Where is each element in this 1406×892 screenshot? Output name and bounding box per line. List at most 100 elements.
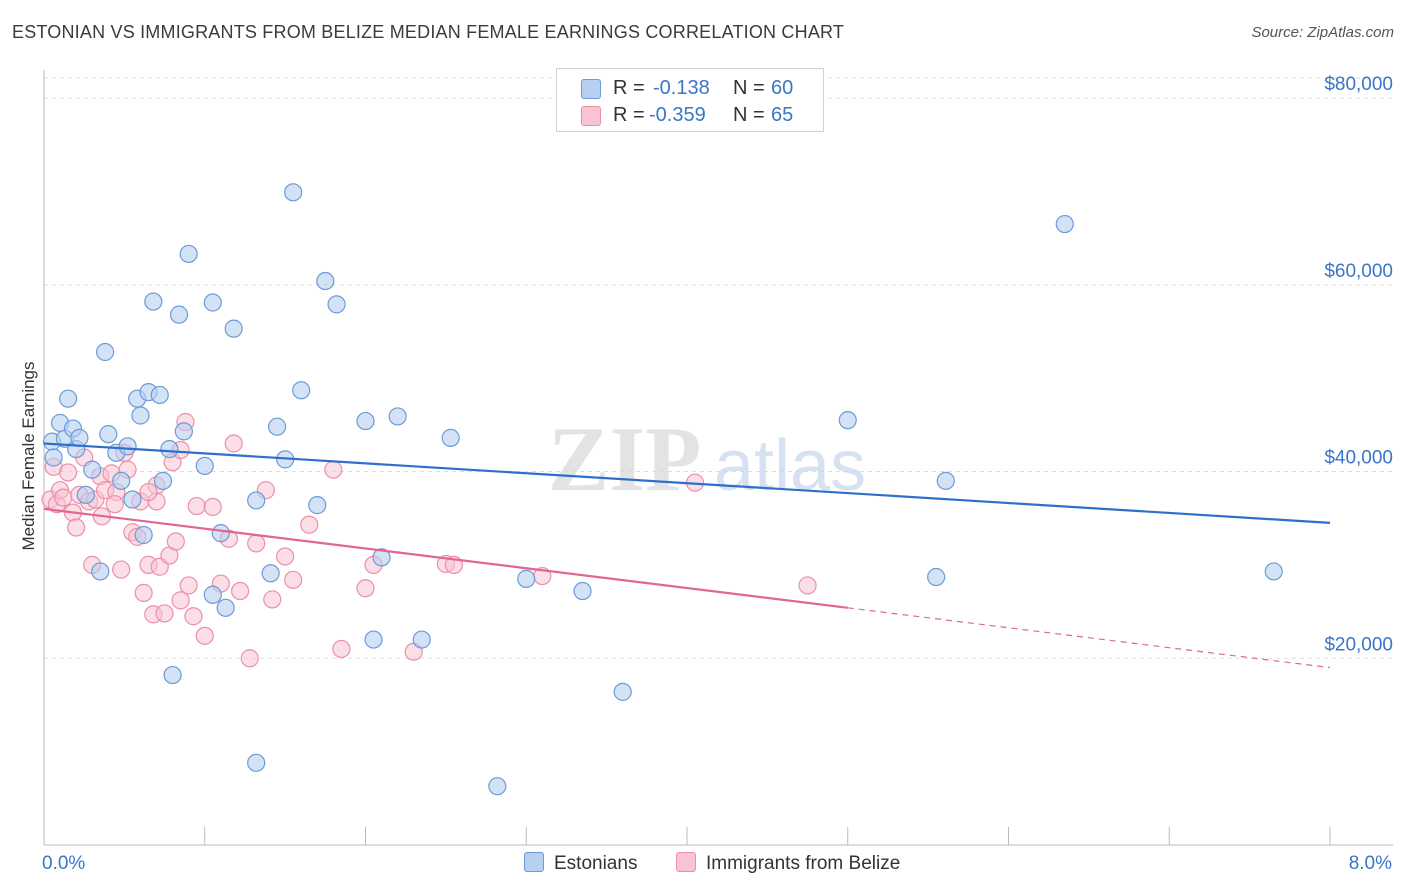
belize-point (247, 534, 266, 553)
legend-label-estonians: Estonians (554, 853, 638, 874)
legend-r-label: R = (613, 77, 645, 99)
legend-n-value: 60 (771, 77, 794, 99)
estonian-point (95, 342, 115, 362)
estonian-point (327, 295, 346, 314)
y-tick-label: $20,000 (1324, 634, 1393, 655)
y-tick-label: $60,000 (1324, 261, 1393, 282)
legend-r-value: -0.138 (653, 77, 710, 99)
belize-point (105, 495, 124, 514)
estonian-point (91, 562, 110, 581)
estonian-point (76, 485, 95, 504)
estonian-point (150, 385, 169, 405)
tick-labels: $20,000 $40,000 $60,000 $80,000 0.0% 8.0% (42, 74, 1393, 874)
legend-n-value: 65 (771, 104, 794, 126)
y-tick-label: $40,000 (1324, 448, 1393, 469)
estonian-point (179, 244, 198, 264)
estonian-point (284, 183, 303, 202)
estonian-point (134, 525, 153, 545)
estonian-point (224, 319, 243, 338)
legend-item-estonians[interactable]: Estonians (524, 852, 637, 875)
belize-point (166, 532, 185, 551)
estonian-point (441, 428, 460, 447)
belize-point (184, 607, 203, 626)
x-tick-label: 0.0% (42, 853, 85, 874)
estonian-point (613, 682, 632, 701)
estonian-point (247, 753, 266, 772)
axis-layer (43, 70, 1393, 846)
legend-n-label: N = (733, 104, 765, 126)
belize-point (139, 482, 158, 502)
legend-r-label: R = (613, 104, 645, 126)
belize-point (187, 496, 206, 516)
estonian-point (203, 585, 222, 604)
legend-item-belize[interactable]: Immigrants from Belize (676, 852, 900, 875)
estonian-trend-line (43, 442, 1331, 524)
estonian-point (936, 471, 955, 490)
belize-trend-line (43, 507, 848, 609)
estonian-point (308, 496, 327, 515)
chart-title: ESTONIAN VS IMMIGRANTS FROM BELIZE MEDIA… (12, 22, 845, 42)
estonian-point (99, 425, 118, 444)
estonian-point (261, 564, 280, 583)
watermark-atlas: atlas (714, 426, 866, 506)
estonian-point (195, 456, 214, 476)
belize-point (179, 576, 198, 595)
estonian-point (388, 407, 407, 426)
x-tick-label: 8.0% (1349, 853, 1392, 874)
legend-swatch-blue (581, 79, 601, 99)
estonian-point (216, 598, 235, 617)
belize-point (356, 579, 375, 598)
estonian-point (174, 422, 193, 441)
estonian-point (123, 490, 142, 509)
estonian-point (211, 524, 230, 543)
estonian-point (59, 389, 78, 408)
estonian-point (169, 305, 189, 324)
belize-trend-extension (847, 607, 1331, 669)
estonian-point (488, 777, 507, 796)
belize-point (224, 434, 243, 453)
belize-point (67, 518, 86, 537)
watermark: ZIP atlas (548, 408, 866, 510)
estonian-points (42, 183, 1283, 796)
estonian-point (412, 630, 431, 649)
estonian-point (1264, 562, 1283, 581)
belize-point (112, 560, 131, 579)
estonian-point (203, 293, 222, 312)
belize-point (134, 583, 153, 602)
estonian-point (131, 406, 150, 425)
estonian-point (267, 417, 287, 436)
estonian-point (44, 448, 63, 467)
estonian-point (153, 471, 173, 490)
estonian-point (372, 548, 391, 567)
legend-r-value: -0.359 (649, 104, 706, 126)
estonian-point (160, 439, 179, 459)
correlation-legend: R = -0.138 N = 60 R = -0.359 N = 65 (556, 68, 824, 132)
belize-point (195, 626, 214, 645)
series-legend: Estonians Immigrants from Belize (0, 852, 1406, 880)
estonian-point (1055, 214, 1074, 234)
belize-point (332, 639, 351, 659)
belize-point (54, 488, 73, 507)
legend-label-belize: Immigrants from Belize (706, 853, 901, 874)
estonian-point (112, 471, 131, 490)
estonian-point (247, 491, 266, 510)
chart-source: Source: ZipAtlas.com (1251, 24, 1394, 41)
legend-row-estonians: R = -0.138 N = 60 (557, 75, 823, 101)
grid-layer (44, 77, 1393, 659)
y-axis-label: Median Female Earnings (19, 362, 38, 551)
belize-point (324, 460, 343, 479)
y-tick-label: $80,000 (1324, 74, 1393, 95)
belize-point (263, 590, 282, 609)
belize-point (203, 497, 222, 517)
estonian-point (517, 569, 536, 588)
estonian-point (364, 630, 383, 649)
belize-point (284, 570, 303, 589)
belize-point (240, 649, 259, 668)
legend-n-label: N = (733, 77, 765, 99)
estonian-point (292, 381, 311, 400)
estonian-point (927, 567, 946, 587)
belize-point (171, 591, 190, 610)
estonian-point (144, 292, 163, 311)
estonian-point (316, 271, 335, 291)
